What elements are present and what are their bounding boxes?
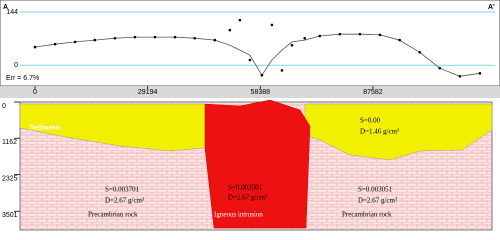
x-tick-label: 0 — [33, 89, 37, 96]
observed-point — [193, 36, 197, 40]
body-s: S=0.003701 — [105, 186, 140, 194]
body-d: D=2.67 g/cm³ — [105, 197, 144, 205]
x-tick-label: 87582 — [363, 89, 383, 96]
observed-point — [458, 75, 462, 78]
depth-tick-label: 0 — [2, 103, 6, 110]
observed-point — [290, 43, 294, 47]
observed-point — [213, 38, 217, 42]
body-label: Precambrian rock — [342, 211, 392, 219]
observed-point — [418, 50, 422, 54]
body-d: D=2.67 g/cm³ — [358, 197, 397, 205]
y-tick-label: 144 — [6, 9, 18, 16]
observed-point — [53, 42, 57, 46]
observed-point — [398, 38, 401, 42]
intrusion-body — [204, 99, 311, 229]
observed-point — [338, 32, 342, 36]
x-tick-label: 29194 — [138, 89, 158, 96]
observed-point — [33, 45, 37, 49]
y-tick-label: 0 — [14, 62, 18, 69]
observed-point — [358, 32, 362, 36]
observed-point — [248, 58, 252, 62]
sediment-body — [304, 103, 493, 161]
observed-point — [260, 73, 264, 77]
body-d: D=1.46 g/cm³ — [360, 128, 399, 136]
x-tick-label: 58388 — [251, 89, 271, 96]
observed-point — [238, 18, 242, 22]
profile-start: A — [3, 4, 8, 11]
body-label: Precambrian rock — [88, 211, 138, 219]
gravity-model: A A' Err = 6.7% Sediments S=0.00 D=1.46 … — [0, 0, 500, 231]
observed-point — [228, 28, 232, 32]
body-d: D=2.67 g/cm³ — [228, 194, 267, 202]
depth-tick-label: 3501 — [2, 212, 18, 219]
error-label: Err = 6.7% — [6, 75, 39, 82]
body-label: Igneous intrusion — [214, 211, 263, 219]
depth-tick-label: 2325 — [2, 175, 18, 182]
x-axis-bar — [0, 86, 500, 98]
body-s: S=0.003051 — [358, 186, 393, 194]
observed-point — [153, 35, 157, 39]
observed-point — [173, 35, 177, 39]
depth-tick-label: 1162 — [2, 139, 17, 146]
observed-point — [270, 23, 274, 27]
observed-point — [378, 33, 382, 37]
observed-point — [280, 69, 284, 72]
observed-point — [133, 35, 137, 39]
observed-point — [93, 38, 97, 42]
body-label: Sediments — [30, 124, 61, 132]
body-s: S=0.003501 — [228, 184, 263, 192]
observed-point — [318, 34, 322, 38]
profile-end: A' — [488, 4, 495, 11]
observed-point — [113, 36, 117, 40]
body-s: S=0.00 — [360, 117, 381, 125]
observed-point — [438, 66, 442, 70]
observed-point — [303, 36, 307, 40]
observed-point — [478, 72, 482, 75]
observed-point — [73, 40, 77, 44]
